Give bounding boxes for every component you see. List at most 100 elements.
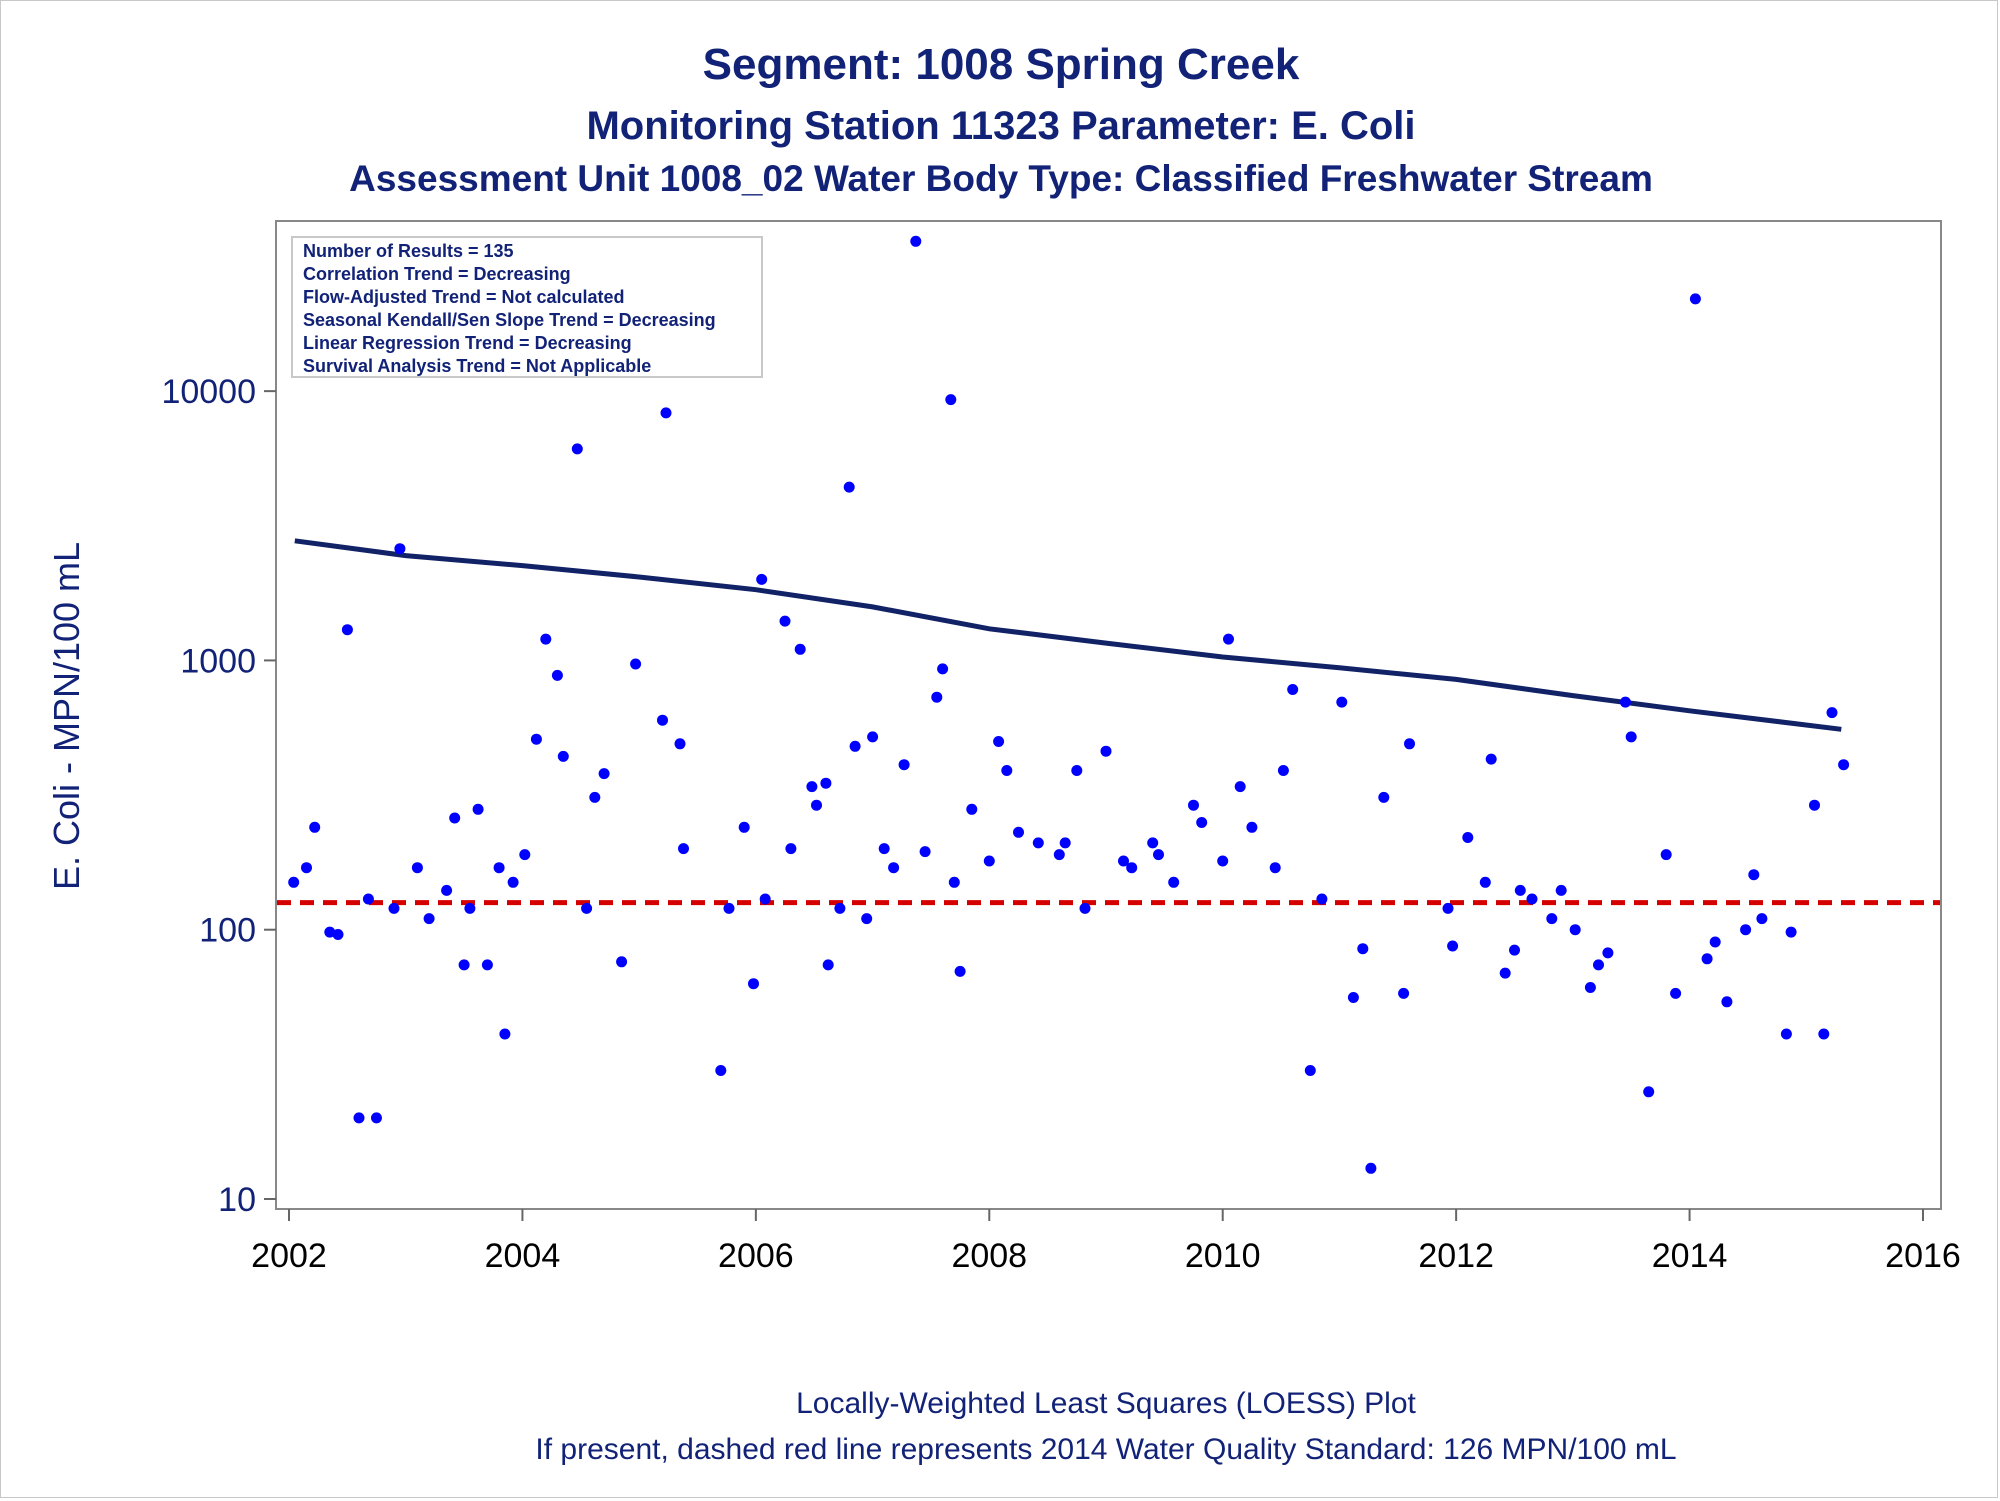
data-point (1357, 943, 1369, 955)
footnote-loess: Locally-Weighted Least Squares (LOESS) P… (796, 1387, 1416, 1420)
data-point (834, 902, 846, 914)
data-point (1153, 849, 1164, 861)
data-point (519, 849, 531, 861)
x-axis: 2002 2004 2006 2008 2010 2012 2014 2016 (251, 1209, 1961, 1275)
y-axis: 10 100 1000 10000 (161, 373, 276, 1219)
data-point (1555, 884, 1567, 896)
data-point (581, 902, 593, 914)
data-point (1365, 1162, 1377, 1174)
data-point (723, 902, 735, 914)
data-point (1809, 799, 1820, 811)
data-point (794, 643, 806, 655)
data-point (1217, 855, 1229, 867)
data-point (1660, 849, 1672, 861)
data-point (660, 407, 672, 419)
data-point (1100, 745, 1112, 757)
data-point (806, 781, 818, 793)
stats-box-line: Flow-Adjusted Trend = Not calculated (303, 287, 625, 307)
data-point (341, 624, 353, 636)
stats-box-line: Seasonal Kendall/Sen Slope Trend = Decre… (303, 310, 716, 330)
data-point (507, 876, 519, 888)
data-point (1287, 684, 1299, 695)
data-point (954, 965, 966, 977)
data-point (1721, 996, 1733, 1008)
loess-trend-line (294, 538, 1842, 732)
data-point (657, 714, 668, 726)
data-point (1234, 781, 1246, 793)
data-point (1196, 817, 1208, 828)
data-point (1404, 738, 1415, 750)
x-tick-label: 2002 (251, 1237, 327, 1275)
data-point (540, 633, 552, 645)
data-point (1462, 832, 1474, 843)
data-point (411, 862, 423, 874)
data-point (423, 913, 435, 925)
stats-box-line: Number of Results = 135 (303, 241, 514, 261)
data-point (779, 615, 791, 627)
data-point (616, 956, 628, 968)
data-point (919, 846, 931, 858)
data-point (332, 929, 344, 940)
x-tick-label: 2004 (485, 1237, 561, 1275)
data-point (993, 736, 1005, 747)
stats-box-line: Survival Analysis Trend = Not Applicable (303, 356, 651, 376)
data-point (1826, 707, 1838, 719)
data-point (441, 884, 453, 896)
data-point (861, 913, 873, 925)
data-point (1780, 1028, 1792, 1040)
data-point (499, 1028, 511, 1040)
data-point (674, 738, 686, 750)
data-point (843, 481, 855, 493)
y-tick-label: 10 (218, 1181, 256, 1219)
data-point (1479, 876, 1491, 888)
data-point (1514, 884, 1526, 896)
data-point (1126, 862, 1138, 874)
data-point (822, 959, 834, 971)
data-point (1625, 731, 1637, 743)
data-point (1701, 953, 1713, 965)
data-point (1584, 982, 1596, 993)
data-point (1398, 987, 1410, 999)
data-point (1071, 765, 1083, 776)
data-point (309, 821, 321, 833)
data-point (1079, 902, 1091, 914)
y-tick-label: 1000 (180, 642, 256, 680)
data-point (1740, 924, 1752, 936)
data-point (589, 791, 601, 803)
data-point (1442, 902, 1454, 914)
stats-box-line: Linear Regression Trend = Decreasing (303, 333, 632, 353)
data-point (1316, 893, 1328, 905)
chart-subtitle-2: Assessment Unit 1008_02 Water Body Type:… (349, 158, 1653, 199)
data-point (1188, 799, 1199, 811)
x-tick-label: 2012 (1418, 1237, 1494, 1275)
data-point (449, 812, 461, 824)
x-tick-label: 2008 (951, 1237, 1027, 1275)
data-point (1619, 696, 1631, 708)
data-point (1168, 876, 1180, 888)
x-tick-label: 2010 (1185, 1237, 1261, 1275)
data-point (557, 750, 569, 762)
data-point (1838, 759, 1850, 771)
footnote-standard: If present, dashed red line represents 2… (535, 1433, 1676, 1466)
data-point (1269, 862, 1281, 874)
data-point (678, 843, 689, 855)
data-point (1336, 696, 1348, 708)
data-point (1378, 791, 1390, 803)
data-point (493, 862, 505, 874)
data-point (898, 759, 910, 771)
data-point (1643, 1086, 1655, 1098)
data-point (530, 733, 542, 745)
data-point (1748, 869, 1760, 881)
data-point (1053, 849, 1065, 861)
data-point (288, 876, 300, 888)
data-point (630, 658, 642, 670)
data-point (1593, 959, 1604, 971)
chart-subtitle: Monitoring Station 11323 Parameter: E. C… (586, 104, 1415, 148)
data-point (1785, 926, 1797, 938)
stats-box (291, 236, 763, 378)
data-point (748, 978, 759, 990)
data-point (888, 862, 900, 874)
data-point (1670, 987, 1682, 999)
data-point (1756, 913, 1768, 925)
